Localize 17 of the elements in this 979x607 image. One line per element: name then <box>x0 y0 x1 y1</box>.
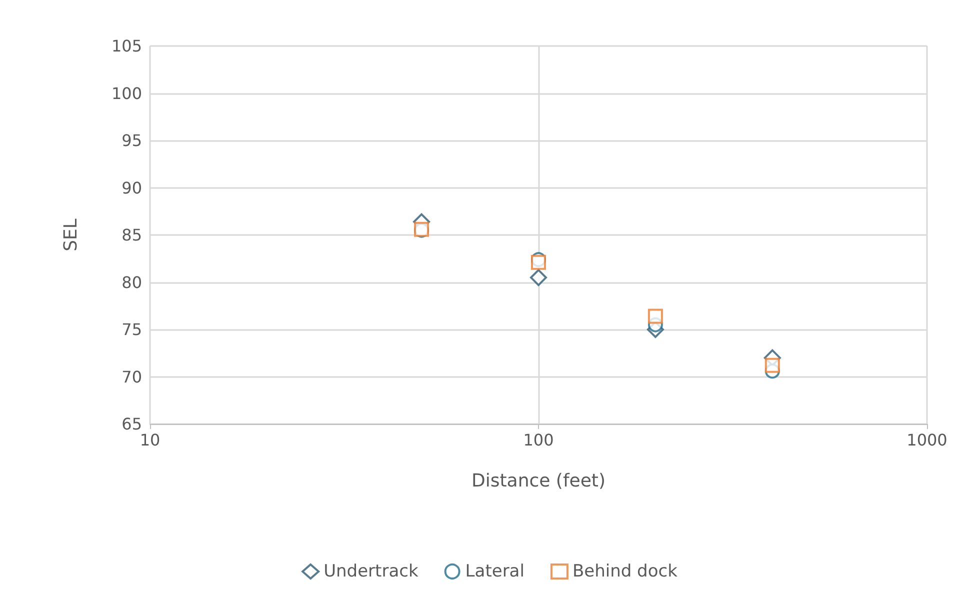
y-tick-label: 70 <box>122 367 142 386</box>
legend-label: Undertrack <box>324 562 418 582</box>
y-axis-title: SEL <box>60 218 82 252</box>
y-tick-label: 75 <box>122 320 142 339</box>
y-tick-label: 95 <box>122 131 142 150</box>
y-tick-label: 90 <box>122 178 142 198</box>
x-tick-label: 10 <box>140 430 160 450</box>
y-tick-label: 100 <box>111 84 142 103</box>
x-axis-title: Distance (feet) <box>471 470 606 492</box>
y-tick-label: 65 <box>122 414 142 434</box>
y-tick-label: 105 <box>111 36 142 56</box>
y-tick-label: 85 <box>122 226 142 244</box>
legend-label: Lateral <box>465 562 524 582</box>
y-tick-label: 80 <box>122 272 142 292</box>
legend-label: Behind dock <box>572 562 678 582</box>
x-tick-label: 1000 <box>906 430 948 450</box>
x-tick-label: 100 <box>523 430 554 450</box>
